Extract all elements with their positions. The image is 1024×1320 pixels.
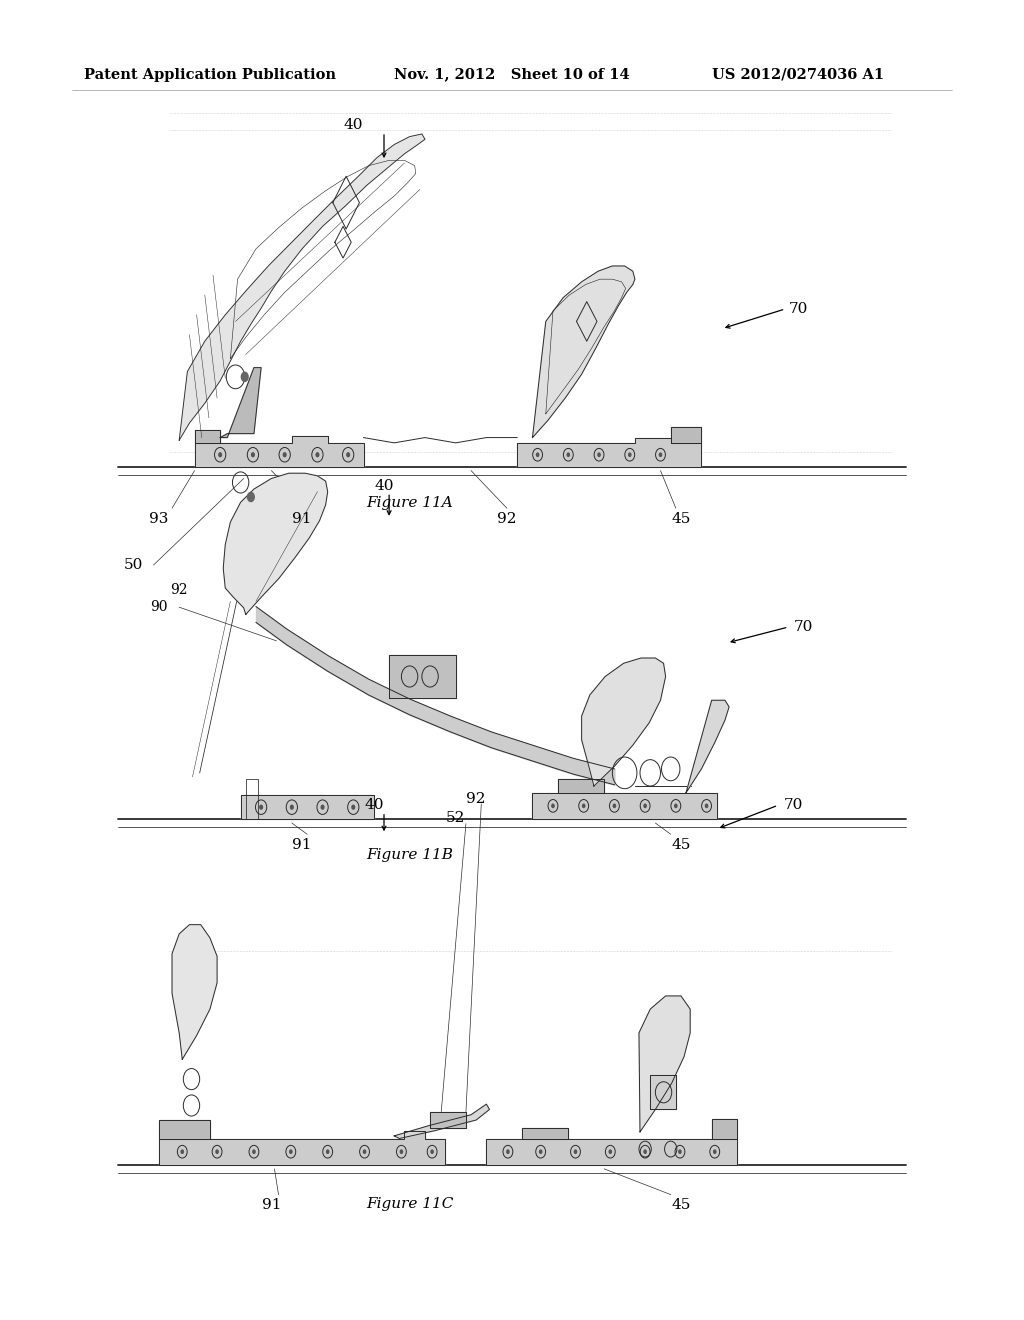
Text: Figure 11C: Figure 11C xyxy=(366,1197,454,1210)
Polygon shape xyxy=(195,430,220,444)
Circle shape xyxy=(597,453,601,457)
Text: 92: 92 xyxy=(170,583,188,597)
Polygon shape xyxy=(582,657,666,785)
Circle shape xyxy=(252,1150,256,1154)
Text: 45: 45 xyxy=(672,512,690,525)
Circle shape xyxy=(566,453,570,457)
Polygon shape xyxy=(671,428,701,444)
Text: 45: 45 xyxy=(672,1199,690,1212)
Text: 91: 91 xyxy=(261,1199,282,1212)
Circle shape xyxy=(506,1150,510,1154)
Polygon shape xyxy=(179,135,425,441)
Text: 70: 70 xyxy=(790,302,808,315)
Text: 70: 70 xyxy=(784,799,803,812)
Circle shape xyxy=(536,453,540,457)
Polygon shape xyxy=(522,1127,568,1138)
Polygon shape xyxy=(159,1119,210,1138)
Polygon shape xyxy=(532,267,635,438)
Text: 93: 93 xyxy=(150,512,168,525)
Circle shape xyxy=(399,1150,403,1154)
Text: 91: 91 xyxy=(292,838,312,851)
Polygon shape xyxy=(389,655,456,697)
Text: 45: 45 xyxy=(672,838,690,851)
Circle shape xyxy=(290,804,294,809)
Circle shape xyxy=(705,804,709,808)
Circle shape xyxy=(573,1150,578,1154)
Polygon shape xyxy=(172,924,217,1059)
Polygon shape xyxy=(558,779,604,792)
Polygon shape xyxy=(195,436,364,467)
Polygon shape xyxy=(639,995,690,1133)
Circle shape xyxy=(674,804,678,808)
Circle shape xyxy=(658,453,663,457)
Circle shape xyxy=(582,804,586,808)
Circle shape xyxy=(351,804,355,809)
Polygon shape xyxy=(712,1119,737,1138)
Polygon shape xyxy=(430,1111,466,1127)
Polygon shape xyxy=(486,1138,737,1166)
Text: 92: 92 xyxy=(466,792,486,805)
Polygon shape xyxy=(223,474,328,615)
Circle shape xyxy=(628,453,632,457)
Circle shape xyxy=(289,1150,293,1154)
Text: 40: 40 xyxy=(343,119,364,132)
Polygon shape xyxy=(686,700,729,792)
Text: 52: 52 xyxy=(446,812,465,825)
Text: 40: 40 xyxy=(364,799,384,812)
Text: US 2012/0274036 A1: US 2012/0274036 A1 xyxy=(712,67,884,82)
Circle shape xyxy=(215,1150,219,1154)
Circle shape xyxy=(539,1150,543,1154)
Circle shape xyxy=(218,451,222,458)
Text: 92: 92 xyxy=(497,512,517,525)
Polygon shape xyxy=(517,438,701,467)
Text: Nov. 1, 2012   Sheet 10 of 14: Nov. 1, 2012 Sheet 10 of 14 xyxy=(394,67,630,82)
Polygon shape xyxy=(394,1104,489,1138)
Circle shape xyxy=(321,804,325,809)
Polygon shape xyxy=(220,368,261,438)
Polygon shape xyxy=(159,1130,445,1166)
Circle shape xyxy=(283,451,287,458)
Circle shape xyxy=(643,804,647,808)
Text: 91: 91 xyxy=(292,512,312,525)
Circle shape xyxy=(241,372,249,383)
Circle shape xyxy=(259,804,263,809)
Polygon shape xyxy=(532,792,717,818)
Circle shape xyxy=(315,451,319,458)
Circle shape xyxy=(247,492,255,503)
Text: 90: 90 xyxy=(150,601,168,614)
Text: Figure 11B: Figure 11B xyxy=(367,849,453,862)
Circle shape xyxy=(678,1150,682,1154)
Text: 50: 50 xyxy=(124,558,142,572)
Circle shape xyxy=(612,804,616,808)
Text: 70: 70 xyxy=(795,620,813,634)
Circle shape xyxy=(551,804,555,808)
Polygon shape xyxy=(241,795,374,818)
Circle shape xyxy=(346,451,350,458)
Circle shape xyxy=(326,1150,330,1154)
Circle shape xyxy=(643,1150,647,1154)
Polygon shape xyxy=(650,1074,676,1109)
Circle shape xyxy=(362,1150,367,1154)
Circle shape xyxy=(251,451,255,458)
Circle shape xyxy=(608,1150,612,1154)
Circle shape xyxy=(180,1150,184,1154)
Text: 40: 40 xyxy=(374,479,394,492)
Circle shape xyxy=(713,1150,717,1154)
Circle shape xyxy=(430,1150,434,1154)
Text: Patent Application Publication: Patent Application Publication xyxy=(84,67,336,82)
Text: Figure 11A: Figure 11A xyxy=(367,496,453,510)
